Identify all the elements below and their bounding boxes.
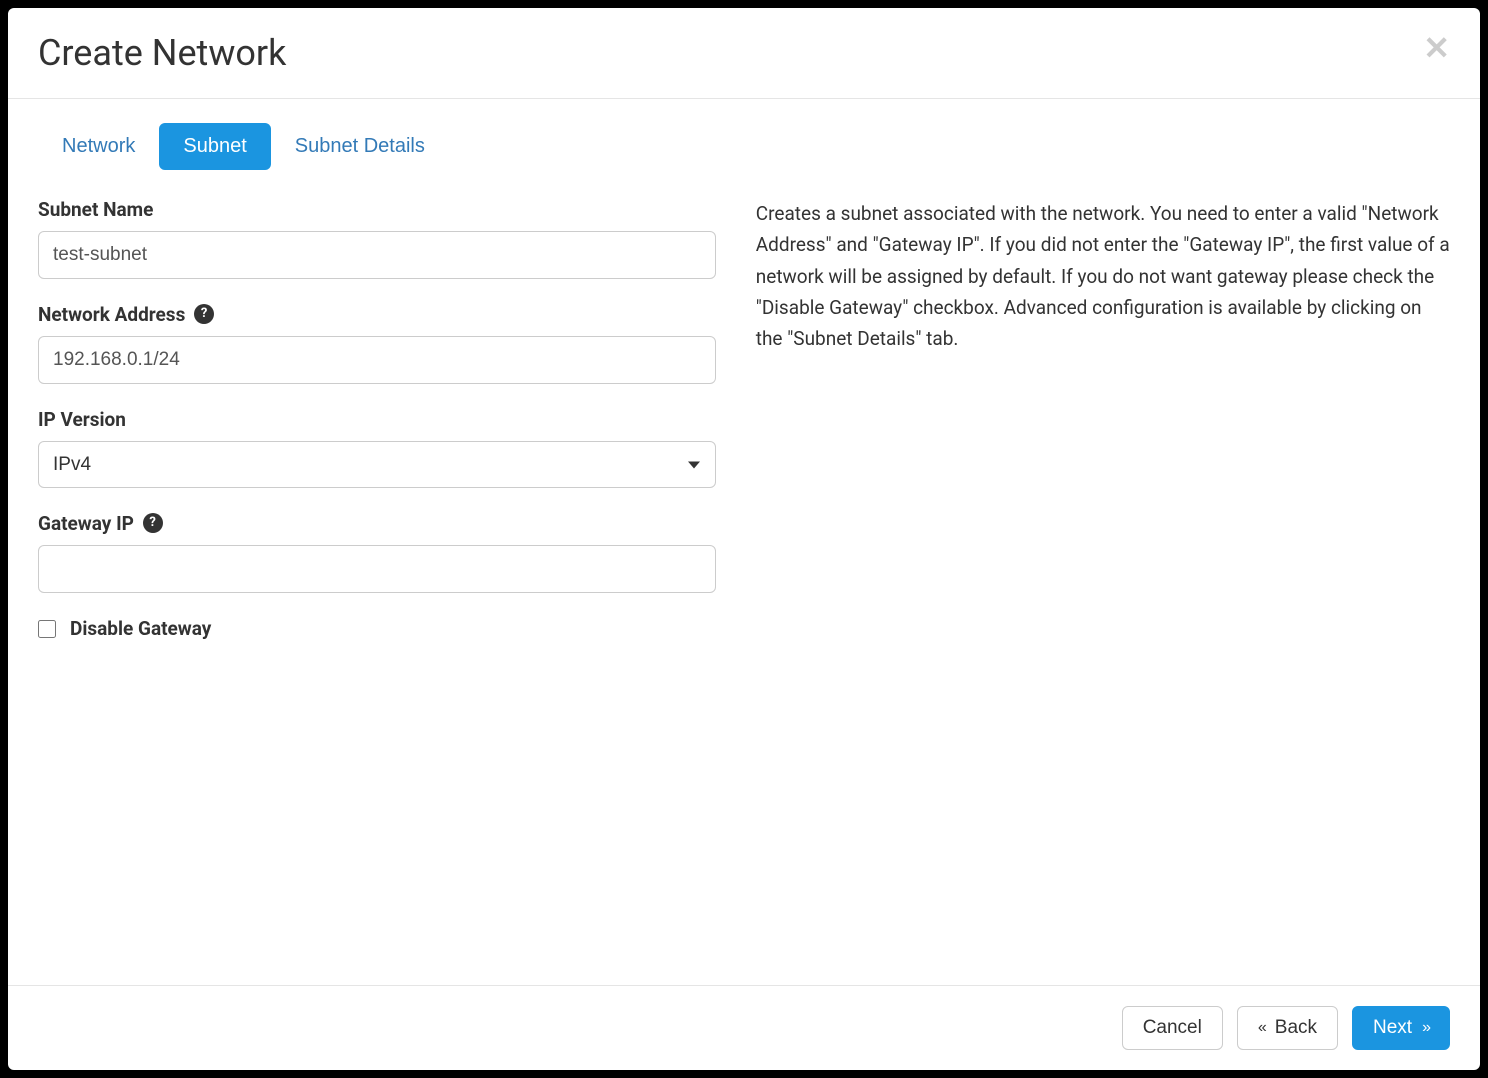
subnet-name-label: Subnet Name [38, 198, 716, 221]
back-button[interactable]: « Back [1237, 1006, 1338, 1050]
modal-footer: Cancel « Back Next » [8, 985, 1480, 1070]
next-button-label: Next [1373, 1017, 1412, 1039]
tab-bar: Network Subnet Subnet Details [38, 123, 1450, 170]
network-address-input[interactable] [38, 336, 716, 384]
close-button[interactable]: ✕ [1423, 32, 1450, 64]
subnet-name-group: Subnet Name [38, 198, 716, 279]
gateway-ip-label: Gateway IP ? [38, 512, 716, 535]
gateway-ip-label-text: Gateway IP [38, 512, 134, 535]
modal-title: Create Network [38, 32, 286, 74]
cancel-button[interactable]: Cancel [1122, 1006, 1223, 1050]
disable-gateway-group: Disable Gateway [38, 617, 716, 640]
tab-subnet-details[interactable]: Subnet Details [271, 123, 449, 170]
back-button-label: Back [1275, 1017, 1317, 1039]
tab-network[interactable]: Network [38, 123, 159, 170]
ip-version-label: IP Version [38, 408, 716, 431]
help-column: Creates a subnet associated with the net… [756, 198, 1450, 664]
disable-gateway-label: Disable Gateway [70, 617, 211, 640]
gateway-ip-input[interactable] [38, 545, 716, 593]
ip-version-select-wrapper: IPv4 [38, 441, 716, 488]
chevron-right-icon: » [1422, 1019, 1429, 1037]
tab-subnet[interactable]: Subnet [159, 123, 270, 170]
form-column: Subnet Name Network Address ? IP Version… [38, 198, 716, 664]
network-address-label-text: Network Address [38, 303, 185, 326]
ip-version-select[interactable]: IPv4 [38, 441, 716, 488]
gateway-ip-group: Gateway IP ? [38, 512, 716, 593]
modal-header: Create Network ✕ [8, 8, 1480, 99]
modal-body: Network Subnet Subnet Details Subnet Nam… [8, 99, 1480, 985]
question-circle-icon[interactable]: ? [143, 513, 163, 533]
disable-gateway-checkbox[interactable] [38, 620, 56, 638]
create-network-modal: Create Network ✕ Network Subnet Subnet D… [8, 8, 1480, 1070]
subnet-name-input[interactable] [38, 231, 716, 279]
network-address-label: Network Address ? [38, 303, 716, 326]
content-row: Subnet Name Network Address ? IP Version… [38, 198, 1450, 664]
close-icon: ✕ [1423, 30, 1450, 66]
next-button[interactable]: Next » [1352, 1006, 1450, 1050]
network-address-group: Network Address ? [38, 303, 716, 384]
question-circle-icon[interactable]: ? [194, 304, 214, 324]
help-text: Creates a subnet associated with the net… [756, 198, 1450, 355]
chevron-left-icon: « [1258, 1019, 1265, 1037]
cancel-button-label: Cancel [1143, 1017, 1202, 1039]
ip-version-group: IP Version IPv4 [38, 408, 716, 488]
